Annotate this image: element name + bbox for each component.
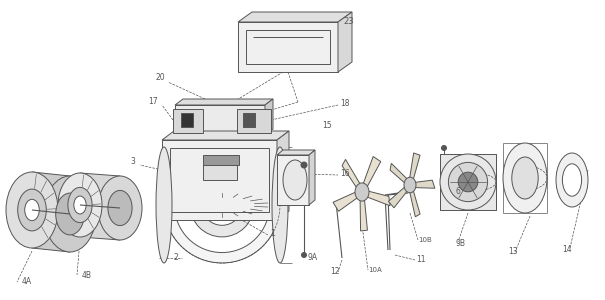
Ellipse shape <box>503 143 547 213</box>
Text: 10B: 10B <box>418 237 432 243</box>
Ellipse shape <box>58 173 102 237</box>
Polygon shape <box>265 99 273 135</box>
Polygon shape <box>203 165 237 180</box>
Ellipse shape <box>74 196 86 214</box>
Bar <box>170 148 269 212</box>
Polygon shape <box>173 109 203 133</box>
Text: 15: 15 <box>322 121 332 130</box>
Polygon shape <box>162 131 289 140</box>
Ellipse shape <box>448 162 488 202</box>
Ellipse shape <box>25 200 39 220</box>
Ellipse shape <box>68 188 92 223</box>
Text: 9B: 9B <box>455 238 465 247</box>
Ellipse shape <box>442 146 446 151</box>
Text: 23: 23 <box>343 16 354 26</box>
Text: 12: 12 <box>330 268 339 277</box>
Ellipse shape <box>190 173 254 237</box>
Polygon shape <box>277 150 315 155</box>
Polygon shape <box>175 105 265 135</box>
Text: 16: 16 <box>340 169 350 178</box>
Text: 4A: 4A <box>22 278 32 286</box>
Ellipse shape <box>404 177 416 193</box>
Text: 13: 13 <box>508 248 518 256</box>
Polygon shape <box>162 140 277 220</box>
Polygon shape <box>181 113 193 127</box>
Polygon shape <box>410 153 420 180</box>
Polygon shape <box>243 113 255 127</box>
Polygon shape <box>277 155 309 205</box>
Polygon shape <box>390 164 408 184</box>
Text: 6: 6 <box>455 188 460 196</box>
Text: 17: 17 <box>148 98 158 106</box>
Polygon shape <box>238 12 352 22</box>
Text: 20: 20 <box>155 74 165 82</box>
Polygon shape <box>333 192 358 211</box>
Text: 2: 2 <box>174 254 178 262</box>
Ellipse shape <box>272 147 288 263</box>
Polygon shape <box>32 172 70 252</box>
Text: 14: 14 <box>562 245 572 254</box>
Polygon shape <box>388 187 408 208</box>
Ellipse shape <box>556 153 588 207</box>
Polygon shape <box>367 191 390 206</box>
Bar <box>246 30 330 64</box>
Ellipse shape <box>458 172 478 192</box>
Text: 4B: 4B <box>82 271 92 280</box>
Polygon shape <box>414 180 435 188</box>
Polygon shape <box>80 173 120 240</box>
Polygon shape <box>277 131 289 220</box>
Ellipse shape <box>201 185 242 225</box>
Polygon shape <box>309 150 315 205</box>
Ellipse shape <box>156 147 172 263</box>
Text: 10A: 10A <box>368 267 382 273</box>
Ellipse shape <box>56 193 84 235</box>
Polygon shape <box>440 154 496 210</box>
Ellipse shape <box>164 147 280 263</box>
Polygon shape <box>360 199 367 231</box>
Ellipse shape <box>108 190 132 226</box>
Polygon shape <box>338 12 352 72</box>
Polygon shape <box>175 99 273 105</box>
Ellipse shape <box>98 176 142 240</box>
Ellipse shape <box>512 157 538 199</box>
Polygon shape <box>237 109 271 133</box>
Ellipse shape <box>6 172 58 248</box>
Ellipse shape <box>44 176 96 252</box>
Polygon shape <box>410 190 420 217</box>
Ellipse shape <box>18 189 47 231</box>
Ellipse shape <box>563 164 581 196</box>
Text: 18: 18 <box>340 100 350 109</box>
Ellipse shape <box>283 160 307 200</box>
Ellipse shape <box>301 253 307 257</box>
Polygon shape <box>203 155 239 165</box>
Polygon shape <box>342 159 361 188</box>
Text: 11: 11 <box>416 254 425 263</box>
Ellipse shape <box>440 154 496 210</box>
Text: 1: 1 <box>270 230 275 238</box>
Polygon shape <box>363 157 381 188</box>
Text: 9A: 9A <box>307 254 317 262</box>
Ellipse shape <box>355 183 369 201</box>
Ellipse shape <box>174 158 270 253</box>
Polygon shape <box>238 22 338 72</box>
Ellipse shape <box>301 162 307 168</box>
Text: 3: 3 <box>130 158 135 166</box>
